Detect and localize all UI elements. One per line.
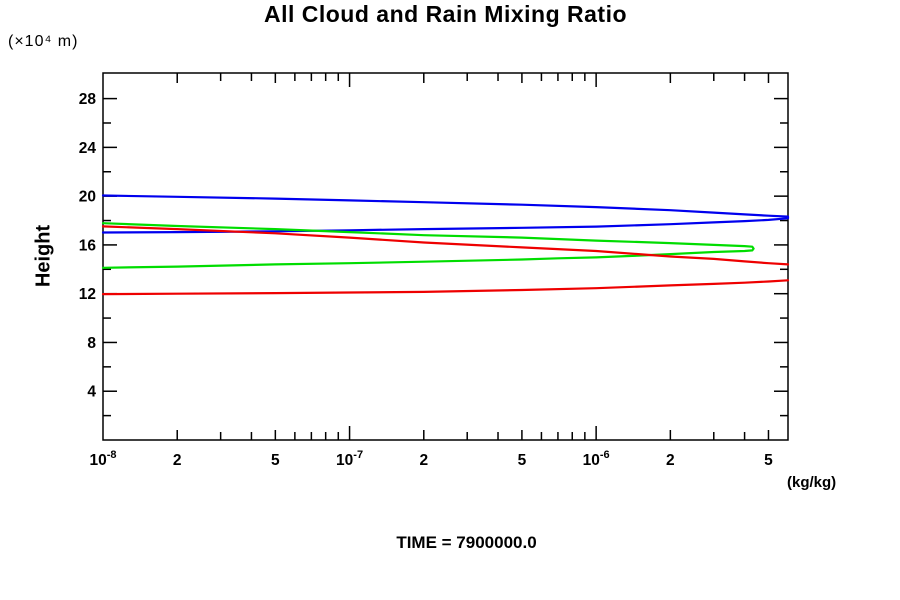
blue-profile	[101, 194, 790, 234]
x-tick-label: 10-7	[336, 449, 363, 469]
y-tick-label: 28	[79, 91, 97, 108]
x-tick-label: 2	[173, 452, 182, 469]
x-tick-label: 5	[518, 452, 527, 469]
red-profile	[101, 225, 790, 266]
y-tick-label: 12	[79, 286, 96, 303]
x-axis-unit-label: (kg/kg)	[787, 474, 837, 491]
red-profile	[101, 279, 790, 296]
y-tick-label: 20	[79, 189, 96, 206]
y-tick-label: 24	[79, 140, 97, 157]
x-tick-label: 5	[271, 452, 280, 469]
x-tick-label: 2	[666, 452, 675, 469]
y-tick-label: 16	[79, 237, 97, 254]
x-tick-label: 5	[764, 452, 773, 469]
x-tick-label: 10-6	[583, 449, 610, 469]
x-tick-label: 2	[419, 452, 428, 469]
chart-title: All Cloud and Rain Mixing Ratio	[263, 1, 628, 27]
green-profile	[101, 222, 755, 269]
plot-frame	[102, 72, 789, 441]
y-tick-label: 4	[87, 384, 96, 401]
time-label: TIME = 7900000.0	[396, 533, 537, 552]
y-tick-label: 8	[87, 335, 96, 352]
x-tick-label: 10-8	[89, 449, 116, 469]
y-axis-unit-label: (×10⁴ m)	[8, 33, 79, 50]
